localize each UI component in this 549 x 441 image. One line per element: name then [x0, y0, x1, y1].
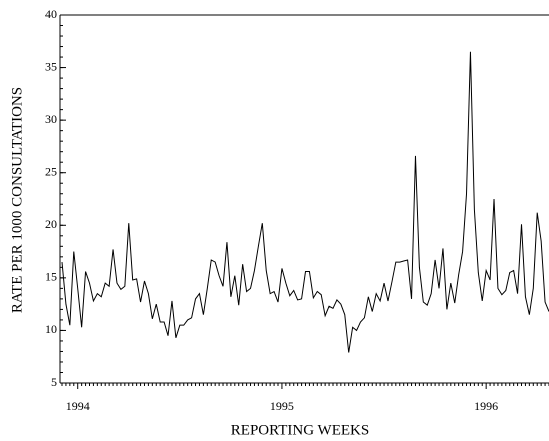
- y-tick-label: 40: [45, 7, 57, 21]
- y-axis-title: RATE PER 1000 CONSULTATIONS: [9, 87, 25, 313]
- y-tick-label: 15: [45, 270, 57, 284]
- y-tick-label: 20: [45, 217, 57, 231]
- data-line: [61, 51, 549, 353]
- y-tick-label: 35: [45, 59, 57, 73]
- x-tick-label: 1995: [270, 399, 294, 413]
- y-tick-label: 30: [45, 112, 57, 126]
- y-tick-label: 25: [45, 164, 57, 178]
- y-tick-label: 5: [51, 375, 57, 389]
- x-tick-label: 1994: [66, 399, 90, 413]
- x-tick-label: 1996: [474, 399, 498, 413]
- y-tick-label: 10: [45, 322, 57, 336]
- x-axis-title: REPORTING WEEKS: [231, 422, 369, 438]
